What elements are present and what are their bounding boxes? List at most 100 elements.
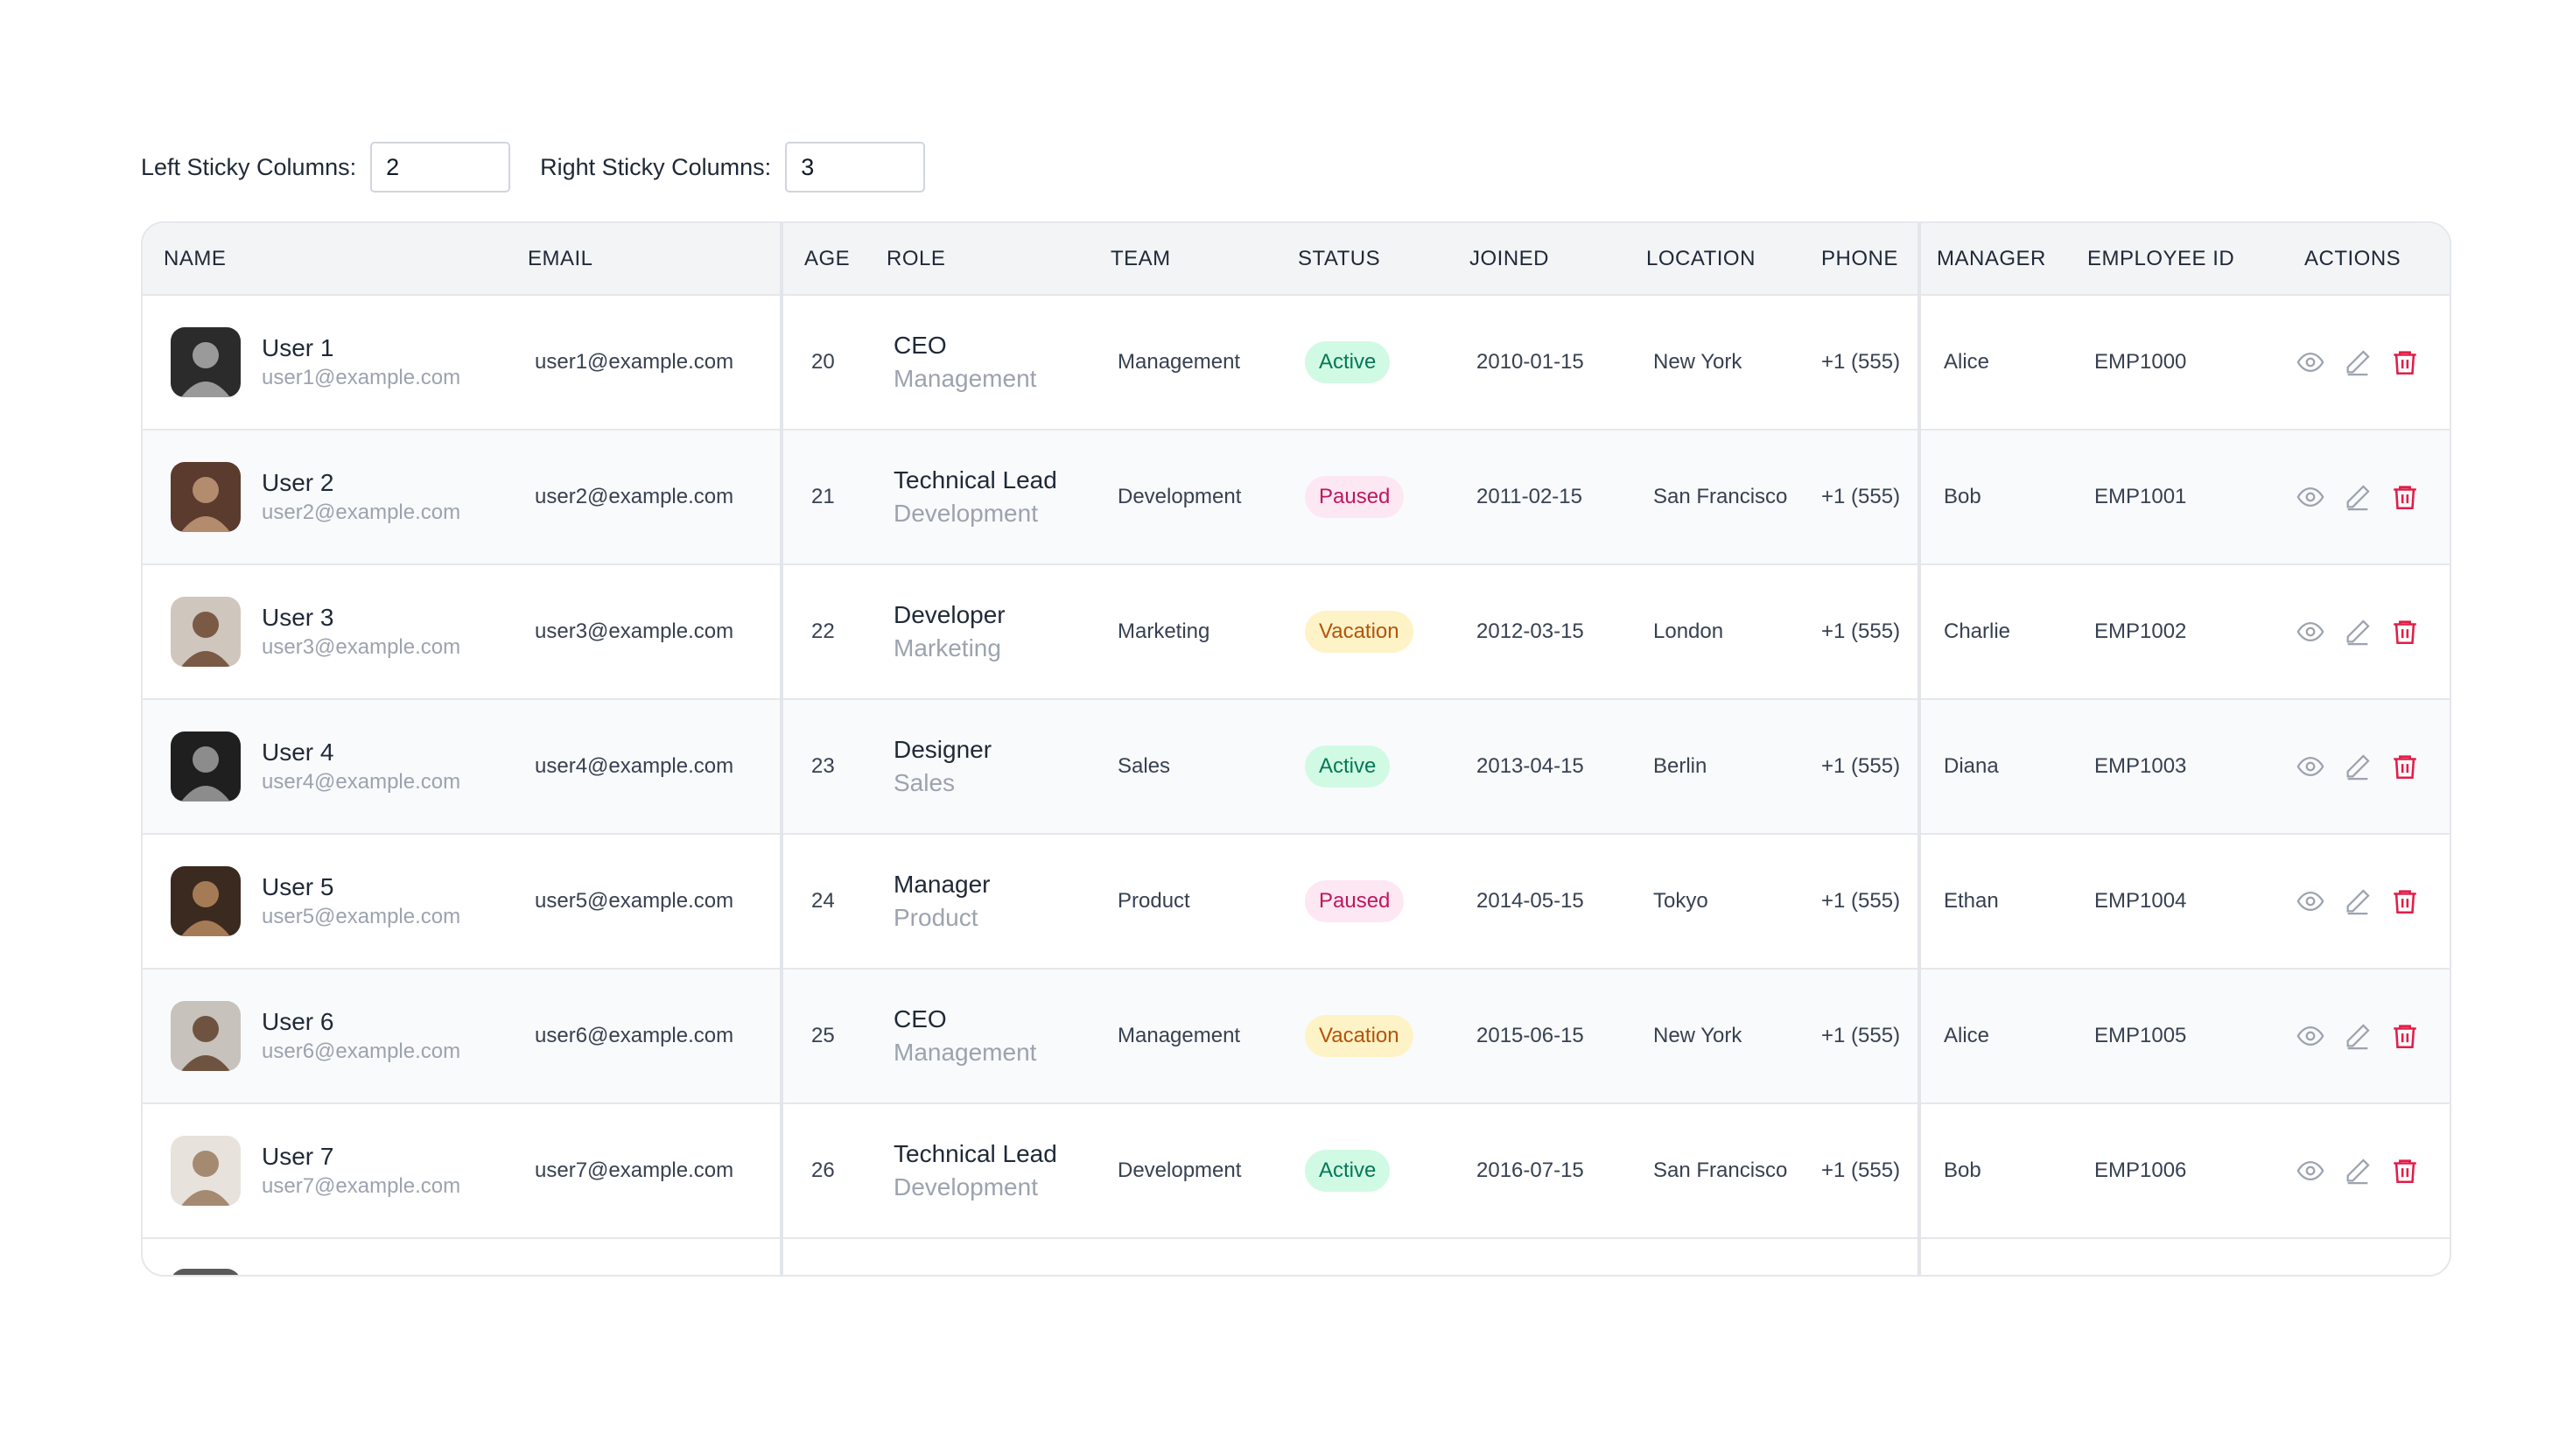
- column-header-team[interactable]: TEAM: [1090, 223, 1277, 296]
- status-badge: Paused: [1305, 476, 1405, 518]
- pencil-icon[interactable]: [2343, 617, 2373, 647]
- pencil-icon[interactable]: [2343, 482, 2373, 512]
- column-header-name[interactable]: NAME: [143, 223, 507, 296]
- team-cell: Management: [1090, 969, 1277, 1104]
- table-row[interactable]: User 5 user5@example.com user5@example.c…: [143, 834, 2450, 970]
- status-cell: Vacation: [1277, 564, 1448, 700]
- table-row[interactable]: User 4 user4@example.com user4@example.c…: [143, 699, 2450, 835]
- employee-id-cell: EMP1005: [2066, 969, 2268, 1104]
- email-cell: user3@example.com: [507, 564, 783, 700]
- column-header-actions[interactable]: ACTIONS: [2268, 223, 2450, 296]
- trash-icon[interactable]: [2390, 752, 2420, 781]
- table-row[interactable]: User 1 user1@example.com user1@example.c…: [143, 295, 2450, 430]
- location-cell: New York: [1625, 295, 1821, 430]
- phone-cell: +1 (555): [1821, 564, 1921, 700]
- trash-icon[interactable]: [2390, 347, 2420, 377]
- joined-cell: 2015-06-15: [1448, 969, 1625, 1104]
- email-cell: user7@example.com: [507, 1103, 783, 1239]
- left-sticky-input[interactable]: [370, 142, 511, 192]
- status-badge: Vacation: [1305, 1015, 1413, 1057]
- trash-icon[interactable]: [2390, 482, 2420, 512]
- sticky-controls: Left Sticky Columns: Right Sticky Column…: [141, 141, 926, 193]
- pencil-icon[interactable]: [2343, 752, 2373, 781]
- column-header-email[interactable]: EMAIL: [507, 223, 783, 296]
- eye-icon[interactable]: [2296, 886, 2325, 916]
- table-row[interactable]: User 6 user6@example.com user6@example.c…: [143, 969, 2450, 1104]
- employee-id-cell: EMP1002: [2066, 564, 2268, 700]
- status-cell: Paused: [1277, 430, 1448, 565]
- status-badge: Active: [1305, 746, 1391, 788]
- role-title: Technical Lead: [894, 466, 1057, 494]
- role-title: Designer: [894, 736, 992, 763]
- pencil-icon[interactable]: [2343, 1156, 2373, 1186]
- column-header-status[interactable]: STATUS: [1277, 223, 1448, 296]
- phone-cell: +1 (555): [1821, 834, 1921, 970]
- manager-cell: Diana: [1919, 699, 2066, 835]
- role-cell: Designer Sales: [866, 699, 1090, 835]
- employee-id-cell: EMP1004: [2066, 834, 2268, 970]
- eye-icon[interactable]: [2296, 617, 2325, 647]
- trash-icon[interactable]: [2390, 1021, 2420, 1051]
- email-cell: user4@example.com: [507, 699, 783, 835]
- role-cell: CEO Management: [866, 969, 1090, 1104]
- joined-cell: 2013-04-15: [1448, 699, 1625, 835]
- eye-icon[interactable]: [2296, 752, 2325, 781]
- joined-cell: 2014-05-15: [1448, 834, 1625, 970]
- trash-icon[interactable]: [2390, 1156, 2420, 1186]
- column-header-age[interactable]: AGE: [782, 223, 866, 296]
- role-team: Marketing: [894, 634, 1001, 662]
- team-cell: Sales: [1090, 699, 1277, 835]
- location-cell: London: [1625, 564, 1821, 700]
- row-actions: [2296, 886, 2450, 916]
- phone-cell: +1 (555): [1821, 699, 1921, 835]
- pencil-icon[interactable]: [2343, 1021, 2373, 1051]
- email-cell: user2@example.com: [507, 430, 783, 565]
- employee-id-cell: EMP1001: [2066, 430, 2268, 565]
- employee-id-cell: EMP1006: [2066, 1103, 2268, 1239]
- avatar: [171, 597, 241, 667]
- column-header-location[interactable]: LOCATION: [1625, 223, 1821, 296]
- role-title: CEO: [894, 1005, 947, 1032]
- pencil-icon[interactable]: [2343, 886, 2373, 916]
- column-header-role[interactable]: ROLE: [866, 223, 1090, 296]
- eye-icon[interactable]: [2296, 482, 2325, 512]
- user-sub-email: user4@example.com: [262, 770, 461, 794]
- status-cell: Paused: [1277, 834, 1448, 970]
- trash-icon[interactable]: [2390, 886, 2420, 916]
- right-sticky-input[interactable]: [785, 142, 926, 192]
- team-cell: Development: [1090, 430, 1277, 565]
- trash-icon[interactable]: [2390, 617, 2420, 647]
- user-sub-email: user3@example.com: [262, 635, 461, 659]
- name-cell: User 4 user4@example.com: [171, 732, 507, 802]
- pencil-icon[interactable]: [2343, 347, 2373, 377]
- phone-cell: +1 (555): [1821, 430, 1921, 565]
- eye-icon[interactable]: [2296, 1156, 2325, 1186]
- role-title: CEO: [894, 332, 947, 359]
- status-badge: Active: [1305, 341, 1391, 383]
- table-row[interactable]: User 2 user2@example.com user2@example.c…: [143, 430, 2450, 565]
- role-team: Management: [894, 1039, 1037, 1066]
- name-cell: User 1 user1@example.com: [171, 327, 507, 397]
- eye-icon[interactable]: [2296, 1021, 2325, 1051]
- name-cell: User 7 user7@example.com: [171, 1136, 507, 1206]
- column-header-employee-id[interactable]: EMPLOYEE ID: [2066, 223, 2268, 296]
- row-actions: [2296, 1156, 2450, 1186]
- manager-cell: Ethan: [1919, 834, 2066, 970]
- employee-id-cell: EMP1000: [2066, 295, 2268, 430]
- table-row[interactable]: User 7 user7@example.com user7@example.c…: [143, 1103, 2450, 1239]
- user-name: User 7: [262, 1143, 334, 1170]
- joined-cell: 2016-07-15: [1448, 1103, 1625, 1239]
- location-cell: Tokyo: [1625, 834, 1821, 970]
- eye-icon[interactable]: [2296, 347, 2325, 377]
- column-header-phone[interactable]: PHONE: [1821, 223, 1921, 296]
- column-header-joined[interactable]: JOINED: [1448, 223, 1625, 296]
- location-cell: Berlin: [1625, 699, 1821, 835]
- role-team: Development: [894, 500, 1038, 527]
- user-name: User 1: [262, 334, 334, 361]
- left-sticky-label: Left Sticky Columns:: [141, 153, 357, 180]
- avatar: [171, 1001, 241, 1071]
- table-row-partial: [143, 1238, 2450, 1275]
- role-cell: Technical Lead Development: [866, 1103, 1090, 1239]
- column-header-manager[interactable]: MANAGER: [1919, 223, 2066, 296]
- table-row[interactable]: User 3 user3@example.com user3@example.c…: [143, 564, 2450, 700]
